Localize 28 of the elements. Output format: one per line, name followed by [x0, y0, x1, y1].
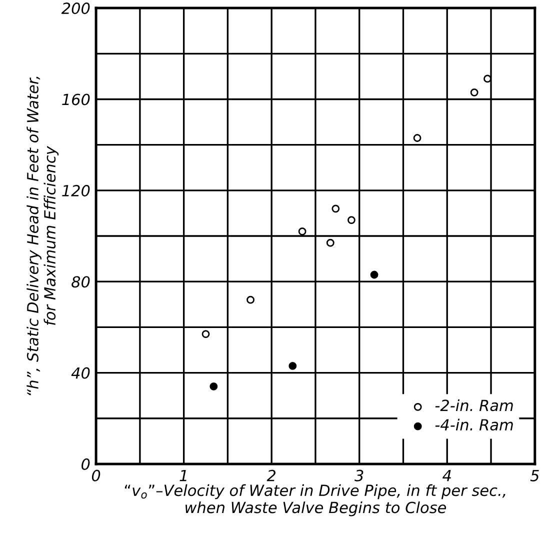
legend-label: -2-in. Ram — [435, 399, 513, 412]
point — [288, 362, 297, 370]
x-tick-label: 3 — [354, 470, 364, 482]
x-tick-label: 5 — [530, 470, 539, 482]
y-tick-label: 200 — [61, 2, 90, 14]
point — [326, 238, 334, 247]
point — [332, 204, 340, 213]
x-tick-label: 0 — [92, 470, 100, 482]
y-tick-label: 0 — [82, 458, 90, 470]
point — [210, 382, 218, 390]
point — [202, 330, 210, 338]
point — [470, 88, 478, 96]
x-tick-label: 1 — [180, 470, 186, 482]
point — [246, 296, 254, 304]
point — [370, 270, 378, 279]
y-tick-label: 80 — [72, 276, 90, 288]
point — [348, 216, 356, 224]
y-tick-label: 120 — [62, 184, 90, 196]
x-tick-label: 4 — [442, 470, 451, 482]
point — [484, 74, 492, 83]
point — [298, 228, 306, 236]
y-tick-label: 160 — [62, 94, 90, 106]
x-tick-label: 2 — [266, 470, 276, 482]
legend-label: -4-in. Ram — [435, 418, 513, 431]
y-axis-title: “h”, Static Delivery Head in Feet of Water, for Maximum Efficiency — [26, 76, 59, 396]
x-axis-title: “v$_{o}$”–Velocity of Water in Drive Pipe, in ft per sec., when Waste Valve Begins to Close — [124, 484, 506, 516]
point — [413, 134, 422, 142]
y-tick-label: 40 — [71, 367, 90, 379]
